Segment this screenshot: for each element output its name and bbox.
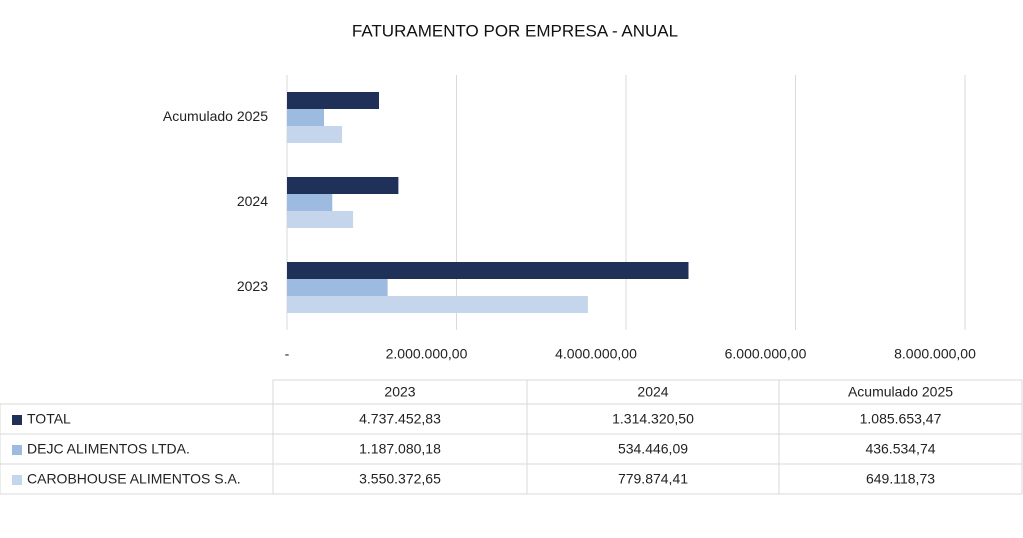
legend-label: TOTAL (27, 411, 71, 427)
bar (287, 194, 333, 211)
bar (287, 126, 343, 143)
x-tick-label: 6.000.000,00 (725, 346, 807, 362)
legend-key (12, 415, 22, 425)
table-value: 436.534,74 (865, 441, 935, 457)
table-header: Acumulado 2025 (848, 384, 953, 400)
bar (287, 296, 588, 313)
x-tick-label: 2.000.000,00 (386, 346, 468, 362)
y-tick-label: 2024 (237, 193, 268, 209)
chart-title: FATURAMENTO POR EMPRESA - ANUAL (352, 21, 678, 40)
x-tick-label: 4.000.000,00 (555, 346, 637, 362)
y-tick-label: Acumulado 2025 (163, 108, 268, 124)
table-value: 649.118,73 (866, 471, 935, 487)
table-value: 1.187.080,18 (359, 441, 441, 457)
table-value: 1.085.653,47 (860, 411, 942, 427)
table-value: 534.446,09 (618, 441, 688, 457)
bar (287, 92, 380, 109)
legend-key (12, 445, 22, 455)
table-cell (778, 463, 1023, 495)
x-tick-label: - (285, 346, 290, 362)
table-header: 2023 (384, 384, 415, 400)
bar (287, 177, 399, 194)
bar (287, 211, 354, 228)
legend-label: CAROBHOUSE ALIMENTOS S.A. (27, 471, 241, 487)
legend-key (12, 475, 22, 485)
x-tick-label: 8.000.000,00 (894, 346, 976, 362)
table-value: 1.314.320,50 (612, 411, 694, 427)
bar (287, 262, 689, 279)
bar (287, 109, 324, 126)
table-value: 3.550.372,65 (359, 471, 441, 487)
legend-label: DEJC ALIMENTOS LTDA. (27, 441, 190, 457)
table-value: 779.874,41 (618, 471, 688, 487)
y-tick-label: 2023 (237, 278, 268, 294)
table-value: 4.737.452,83 (359, 411, 441, 427)
table-header: 2024 (637, 384, 668, 400)
bar (287, 279, 388, 296)
